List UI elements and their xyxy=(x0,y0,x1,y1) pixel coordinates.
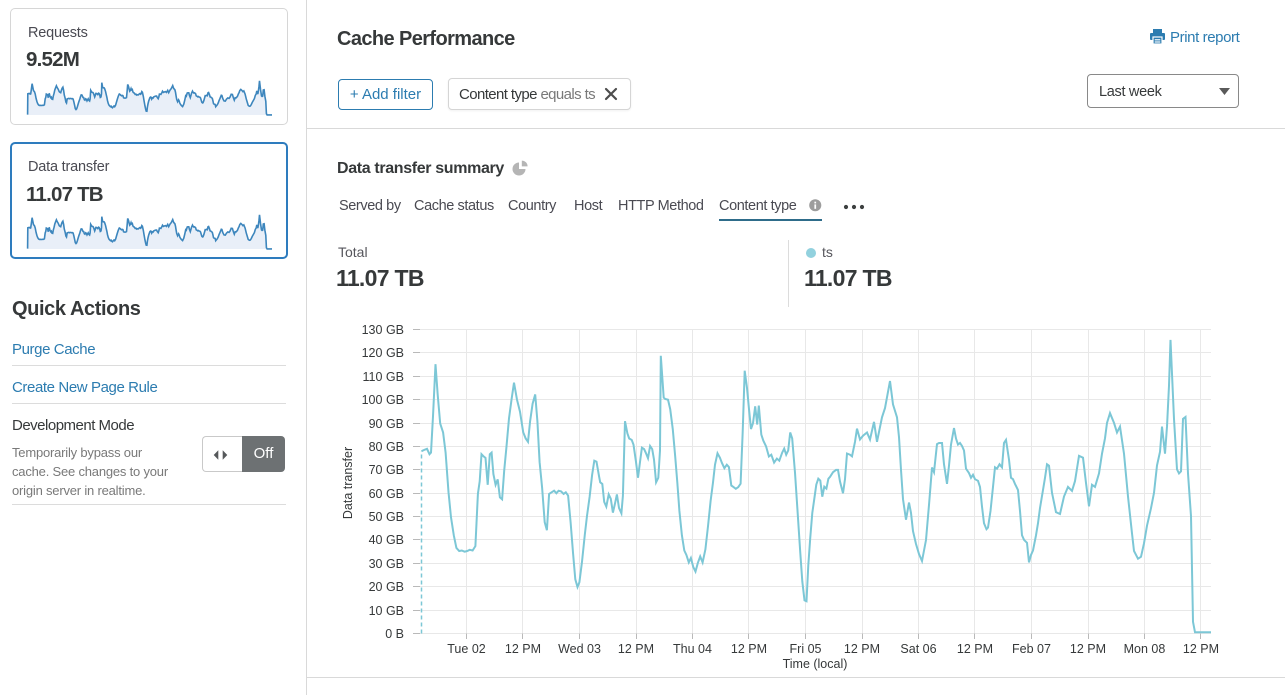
svg-text:90 GB: 90 GB xyxy=(369,417,404,431)
svg-text:60 GB: 60 GB xyxy=(369,487,404,501)
svg-text:Fri 05: Fri 05 xyxy=(790,642,822,656)
svg-text:Feb 07: Feb 07 xyxy=(1012,642,1051,656)
svg-text:40 GB: 40 GB xyxy=(369,533,404,547)
svg-text:12 PM: 12 PM xyxy=(844,642,880,656)
svg-text:Mon 08: Mon 08 xyxy=(1124,642,1166,656)
svg-text:20 GB: 20 GB xyxy=(369,580,404,594)
svg-text:Tue 02: Tue 02 xyxy=(447,642,486,656)
svg-text:10 GB: 10 GB xyxy=(369,604,404,618)
svg-text:100 GB: 100 GB xyxy=(362,393,404,407)
svg-text:50 GB: 50 GB xyxy=(369,510,404,524)
svg-text:70 GB: 70 GB xyxy=(369,463,404,477)
svg-text:120 GB: 120 GB xyxy=(362,346,404,360)
svg-text:Time (local): Time (local) xyxy=(783,657,848,671)
svg-text:12 PM: 12 PM xyxy=(618,642,654,656)
svg-text:80 GB: 80 GB xyxy=(369,440,404,454)
svg-text:130 GB: 130 GB xyxy=(362,323,404,337)
svg-text:0 B: 0 B xyxy=(385,627,404,641)
svg-text:110 GB: 110 GB xyxy=(363,370,404,384)
svg-text:Sat 06: Sat 06 xyxy=(900,642,936,656)
svg-text:12 PM: 12 PM xyxy=(1070,642,1106,656)
svg-text:12 PM: 12 PM xyxy=(957,642,993,656)
svg-text:Thu 04: Thu 04 xyxy=(673,642,712,656)
svg-text:12 PM: 12 PM xyxy=(505,642,541,656)
svg-text:Data transfer: Data transfer xyxy=(341,447,355,519)
svg-text:12 PM: 12 PM xyxy=(731,642,767,656)
svg-text:30 GB: 30 GB xyxy=(369,557,404,571)
svg-text:12 PM: 12 PM xyxy=(1183,642,1219,656)
svg-text:Wed 03: Wed 03 xyxy=(558,642,601,656)
